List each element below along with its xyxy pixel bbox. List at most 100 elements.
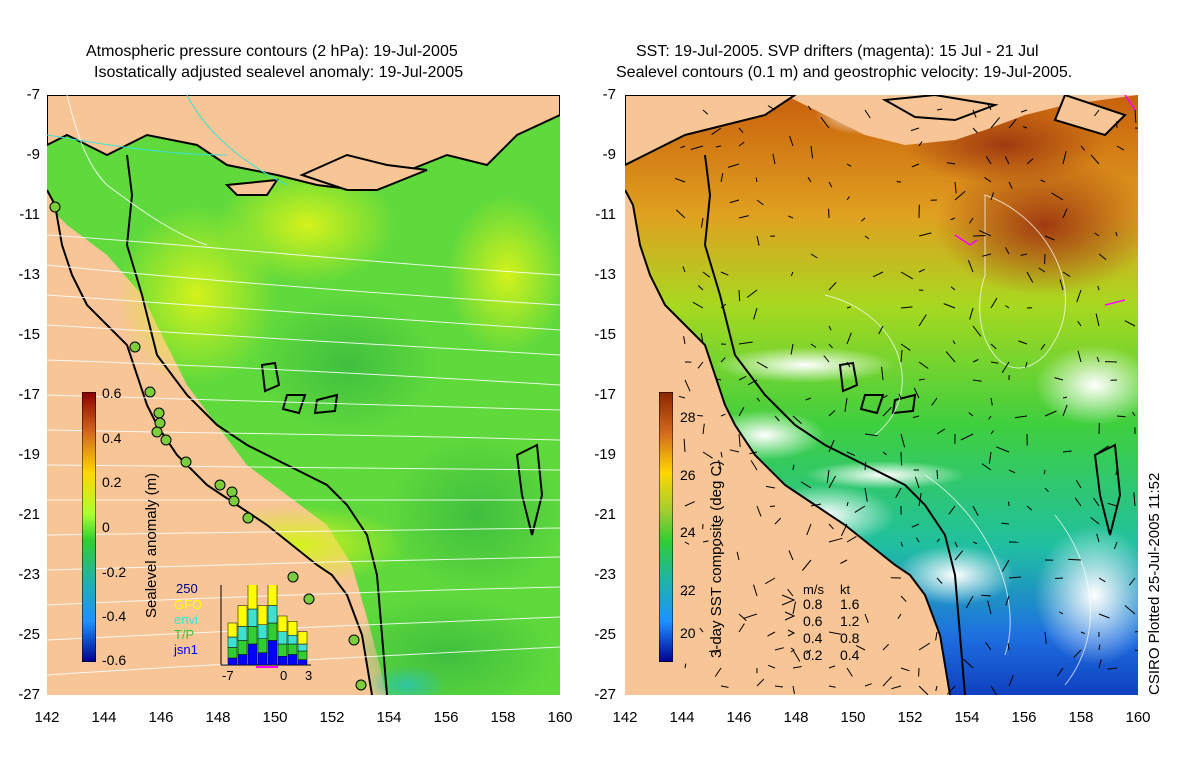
velocity-vector [1018,340,1028,345]
velocity-vector [756,678,765,687]
velocity-vector [1008,674,1014,687]
velocity-vector [882,394,888,399]
sealevel-cb-tick: 0.2 [102,474,122,490]
velocity-vector [936,538,940,543]
histogram-bar [227,647,238,659]
velocity-vector [765,577,776,585]
reef-islands [260,361,544,536]
velocity-vector [738,289,741,302]
velocity-vector [828,523,834,530]
velocity-vector [963,658,974,669]
velocity-vector [990,192,995,201]
velocity-vector [1097,285,1100,291]
velocity-legend-ms: 0.2 [803,647,823,663]
sealevel-colorbar-gradient [81,391,97,663]
lat-tick: -23 [594,566,616,583]
sst-cb-tick: 24 [680,524,696,540]
velocity-vector [1113,541,1118,550]
velocity-vector [1093,497,1100,507]
left-title-line2: Isostatically adjusted sealevel anomaly:… [94,64,464,81]
sealevel-cb-tick: -0.4 [102,608,127,624]
velocity-vector [882,643,890,651]
lat-tick: -13 [594,266,616,283]
histogram-bar [237,654,248,666]
velocity-vector [897,613,902,619]
altimeter-histogram-bars [220,584,311,668]
histogram-bar [267,584,278,606]
lat-tick: -15 [594,326,616,343]
velocity-vector [954,541,958,548]
histogram-bar [297,631,308,645]
velocity-vector [952,340,956,345]
velocity-legend-kt: 1.6 [840,596,860,612]
velocity-vector [789,135,794,147]
velocity-vector [765,485,776,489]
velocity-vector [756,361,768,369]
velocity-vector [900,541,904,547]
velocity-vector [738,341,753,345]
reef-edge [125,154,388,695]
histogram-bar [227,622,238,638]
velocity-vector [746,289,758,298]
velocity-vector [900,433,906,448]
velocity-vector [846,451,856,457]
velocity-vector [683,438,686,453]
velocity-vector [931,397,938,406]
velocity-vector [864,109,871,119]
velocity-vector [702,271,711,278]
histogram-bar [297,643,308,652]
lon-tick: 160 [1125,709,1151,726]
velocity-vector [1038,267,1046,273]
velocity-vector [828,685,836,688]
velocity-vector [945,351,956,363]
velocity-vector [774,415,780,422]
velocity-vector [727,163,740,168]
histogram-bar [297,659,308,666]
histogram-bar [297,650,308,660]
velocity-vector [720,519,724,525]
velocity-vector [700,217,704,228]
lon-tick: 142 [34,709,60,726]
velocity-vector [1001,361,1010,373]
sst-cb-tick: 26 [680,467,696,483]
sealevel-colorbar [81,391,97,663]
histogram-bar [287,654,298,666]
velocity-vector [864,461,867,471]
velocity-vector [861,217,866,222]
histogram-bar [287,621,298,636]
australia-land [47,190,372,695]
velocity-vector [718,459,722,471]
velocity-vector [1056,667,1064,677]
velocity-vector [756,235,760,246]
lat-tick: -9 [26,146,40,163]
velocity-vector [914,476,920,489]
velocity-vector [900,343,911,351]
velocity-vector [1124,605,1136,615]
left-title-line1: Atmospheric pressure contours (2 hPa): 1… [86,43,458,60]
velocity-vector [720,173,724,183]
velocity-vector [1062,450,1072,453]
velocity-vector [900,451,903,466]
velocity-vector [1044,410,1057,417]
velocity-vector [697,361,704,369]
velocity-vector [805,397,812,401]
velocity-vector [900,667,910,672]
velocity-vector [756,505,762,517]
histogram-ymax: 250 [176,581,198,596]
velocity-vector [753,307,758,320]
velocity-vector [846,501,849,507]
lon-tick: 144 [669,709,695,726]
velocity-vector [800,481,812,489]
velocity-vector [1004,156,1010,165]
velocity-vector [948,505,956,515]
histogram-bar [237,626,248,641]
sealevel-colorbar-label: Sealevel anomaly (m) [143,472,160,618]
velocity-vector [846,667,853,677]
velocity-vector [828,439,835,453]
velocity-vector [828,409,836,417]
velocity-vector [864,613,869,624]
velocity-vector [972,127,978,134]
velocity-vector [960,433,974,441]
histogram-bar [247,626,258,645]
velocity-vector [720,541,724,547]
